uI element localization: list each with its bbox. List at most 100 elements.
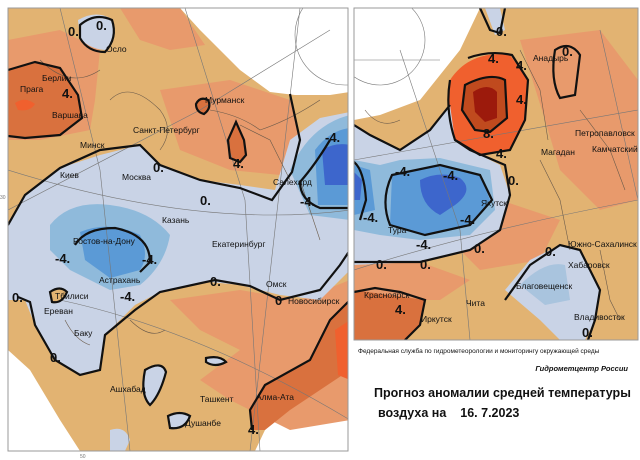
city-label: Москва <box>122 172 151 182</box>
city-label: Тура <box>388 225 407 235</box>
dark-red-region <box>473 87 497 122</box>
city-label: Салехард <box>273 177 312 187</box>
isoline-label: -4. <box>142 252 157 267</box>
isoline-label: 4. <box>516 92 527 107</box>
city-label: Южно-Сахалинск <box>568 239 637 249</box>
isoline-label: 4. <box>395 302 406 317</box>
isoline-label: 4. <box>233 156 244 171</box>
city-label: Магадан <box>541 147 575 157</box>
isoline-label: 0. <box>12 290 23 305</box>
isoline-label: 4. <box>488 51 499 66</box>
isoline-label: 0. <box>96 18 107 33</box>
isoline-label: 4. <box>248 422 259 437</box>
orange-region-w <box>8 62 82 138</box>
city-label: Хабаровск <box>568 260 610 270</box>
isoline-label: 0. <box>200 193 211 208</box>
warm-region-nw <box>8 8 300 175</box>
city-label: Красноярск <box>364 290 410 300</box>
city-label: Баку <box>74 328 93 338</box>
agency-name: Федеральная служба по гидрометеорологии … <box>358 348 600 355</box>
cold-spot-oslo <box>78 14 114 51</box>
city-label: Иркутск <box>421 314 452 324</box>
city-label: Алма-Ата <box>256 392 294 402</box>
city-label: Анадырь <box>533 53 569 63</box>
city-label: Тбилиси <box>55 291 89 301</box>
blue-region <box>80 128 348 278</box>
city-label: Камчатский <box>592 144 638 154</box>
isoline-label: 0. <box>562 44 573 59</box>
isoline-label: 0. <box>153 160 164 175</box>
isoline-label: -4. <box>460 212 475 227</box>
right-city-labels: Анадырь Петропавловск Камчатский Магадан… <box>364 53 638 324</box>
isoline-label: -4. <box>55 251 70 266</box>
city-label: Мурманск <box>205 95 245 105</box>
orange-region-irkutsk <box>354 288 425 340</box>
isoline-label: -4. <box>325 130 340 145</box>
center-name: Гидрометцентр России <box>535 364 628 373</box>
map-title: Прогноз аномалии средней температуры <box>374 386 631 400</box>
isoline-label: -4. <box>416 237 431 252</box>
grid-label: 30 <box>0 195 6 201</box>
isoline-label: -4. <box>395 164 410 179</box>
cold-region-central <box>8 112 348 375</box>
city-label: Казань <box>162 215 190 225</box>
city-label: Осло <box>106 44 127 54</box>
isoline-label: 0. <box>376 257 387 272</box>
isoline-label: 4. <box>496 146 507 161</box>
left-map-frame <box>7 7 349 452</box>
city-label: Владивосток <box>574 312 625 322</box>
city-label: Ростов-на-Дону <box>73 236 136 246</box>
dark-blue-region <box>354 172 467 215</box>
city-label: Минск <box>80 140 105 150</box>
isoline-label: 0. <box>496 24 507 39</box>
right-map-frame <box>353 7 639 341</box>
grid-label: 50 <box>80 454 86 460</box>
city-label: Душанбе <box>185 418 221 428</box>
city-label: Ереван <box>44 306 73 316</box>
city-label: Варшава <box>52 110 88 120</box>
isoline-label: 0. <box>50 350 61 365</box>
city-label: Санкт-Петербург <box>133 125 200 135</box>
city-label: Якутск <box>481 198 507 208</box>
isoline-label: 0. <box>474 241 485 256</box>
city-label: Благовещенск <box>516 281 573 291</box>
isoline-label: 0. <box>68 24 79 39</box>
isoline-label: 0. <box>508 173 519 188</box>
left-map: 0. 0. 4. 4. 0. 0. -4. -4. -4. -4. -4. 0.… <box>0 7 349 460</box>
orange-region-murmansk <box>196 98 246 162</box>
city-label: Астрахань <box>99 275 141 285</box>
forecast-date: 16. 7.2023 <box>460 406 520 420</box>
isoline-label: 0. <box>582 325 593 340</box>
map-title-line2: воздуха на 16. 7.2023 <box>378 406 519 420</box>
left-city-labels: Осло Берлин Прага Варшава Мурманск Санкт… <box>20 44 340 428</box>
city-label: Чита <box>466 298 485 308</box>
isoline-label: 0 <box>275 293 282 308</box>
isoline-label: 0. <box>545 244 556 259</box>
isoline-label: -4. <box>363 210 378 225</box>
city-label: Берлин <box>42 73 71 83</box>
mid-blue-amur <box>520 264 570 305</box>
isoline-label: -4. <box>443 168 458 183</box>
city-label: Екатеринбург <box>212 239 265 249</box>
city-label: Новосибирск <box>288 296 340 306</box>
isoline-label: 4. <box>62 86 73 101</box>
info-box: Федеральная служба по гидрометеорологии … <box>352 342 638 458</box>
isoline-label: 0. <box>210 274 221 289</box>
city-label: Ашхабад <box>110 384 146 394</box>
cold-spots-south <box>110 357 226 451</box>
dark-blue-region <box>322 144 348 185</box>
isoline-label: 8. <box>483 126 494 141</box>
warm-region-sw <box>354 262 470 300</box>
isoline-label: 0. <box>420 257 431 272</box>
right-map: 0. 0. 4. 4. 4. 8. 4. -4. -4. 0. -4. -4. … <box>353 7 639 341</box>
city-label: Ташкент <box>200 394 234 404</box>
city-label: Киев <box>60 170 79 180</box>
title-prefix: воздуха на <box>378 406 447 420</box>
city-label: Прага <box>20 84 43 94</box>
isoline-label: 4. <box>516 58 527 73</box>
warm-spot-tbilisi <box>50 288 67 303</box>
city-label: Петропавловск <box>575 128 635 138</box>
isoline-label: -4. <box>120 289 135 304</box>
